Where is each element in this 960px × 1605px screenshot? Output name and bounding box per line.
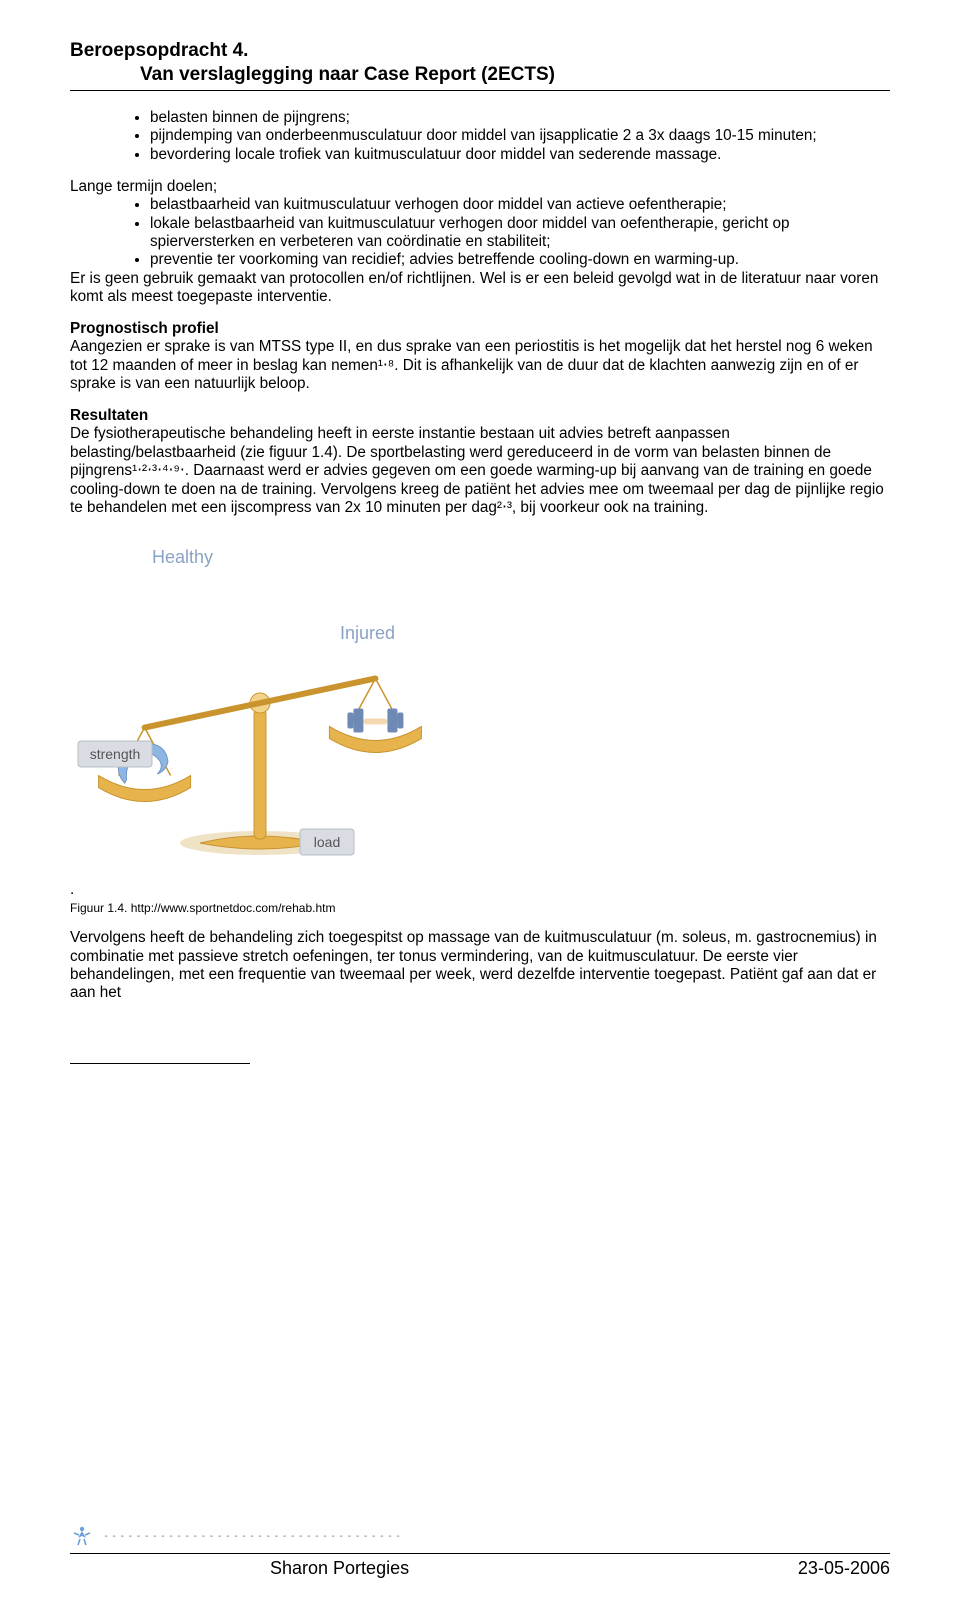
balance-scale-svg: Healthy Injured bbox=[70, 531, 450, 871]
footer-line: Sharon Portegies 23-05-2006 bbox=[70, 1558, 890, 1579]
right-pan bbox=[329, 727, 421, 753]
list-item: preventie ter voorkoming van recidief; a… bbox=[150, 251, 890, 269]
list-item: lokale belastbaarheid van kuitmusculatuu… bbox=[150, 215, 890, 252]
page-footer: - - - - - - - - - - - - - - - - - - - - … bbox=[70, 1523, 890, 1579]
section-label-resultaten: Resultaten bbox=[70, 407, 890, 425]
long-term-after-text: Er is geen gebruik gemaakt van protocoll… bbox=[70, 270, 890, 307]
page: Beroepsopdracht 4. Van verslaglegging na… bbox=[0, 0, 960, 1605]
footer-author: Sharon Portegies bbox=[270, 1558, 409, 1579]
signature-logo-icon bbox=[70, 1523, 94, 1547]
list-item: belastbaarheid van kuitmusculatuur verho… bbox=[150, 196, 890, 214]
doc-subtitle: Van verslaglegging naar Case Report (2EC… bbox=[140, 64, 890, 86]
footnote-rule bbox=[70, 1063, 250, 1064]
tag-load: load bbox=[300, 829, 354, 855]
signature-block: - - - - - - - - - - - - - - - - - - - - … bbox=[70, 1523, 890, 1547]
left-pan bbox=[99, 776, 191, 802]
list-item: bevordering locale trofiek van kuitmuscu… bbox=[150, 146, 890, 164]
section-text-resultaten: De fysiotherapeutische behandeling heeft… bbox=[70, 425, 890, 517]
list-item: belasten binnen de pijngrens; bbox=[150, 109, 890, 127]
scale-stand bbox=[254, 709, 266, 839]
tag-load-text: load bbox=[314, 834, 340, 850]
figure-label-healthy: Healthy bbox=[152, 547, 213, 567]
footer-date: 23-05-2006 bbox=[798, 1558, 890, 1579]
bullet-list-long-term: belastbaarheid van kuitmusculatuur verho… bbox=[70, 196, 890, 269]
footer-rule bbox=[70, 1553, 890, 1554]
header-rule bbox=[70, 90, 890, 91]
figure-balance-scale: Healthy Injured bbox=[70, 531, 890, 871]
long-term-label: Lange termijn doelen; bbox=[70, 178, 890, 196]
figure-caption: Figuur 1.4. http://www.sportnetdoc.com/r… bbox=[70, 901, 890, 915]
list-item: pijndemping van onderbeenmusculatuur doo… bbox=[150, 127, 890, 145]
post-figure-paragraph: Vervolgens heeft de behandeling zich toe… bbox=[70, 929, 890, 1002]
dumbbell-icon bbox=[347, 709, 403, 733]
section-label-prognostisch: Prognostisch profiel bbox=[70, 320, 890, 338]
section-text-prognostisch: Aangezien er sprake is van MTSS type II,… bbox=[70, 338, 890, 393]
tag-strength-text: strength bbox=[90, 746, 141, 762]
signature-text: - - - - - - - - - - - - - - - - - - - - … bbox=[104, 1531, 400, 1542]
doc-title: Beroepsopdracht 4. bbox=[70, 40, 890, 62]
bullet-list-top: belasten binnen de pijngrens; pijndempin… bbox=[70, 109, 890, 164]
figure-caption-dot: . bbox=[70, 881, 890, 899]
tag-strength: strength bbox=[78, 741, 152, 767]
figure-label-injured: Injured bbox=[340, 623, 395, 643]
